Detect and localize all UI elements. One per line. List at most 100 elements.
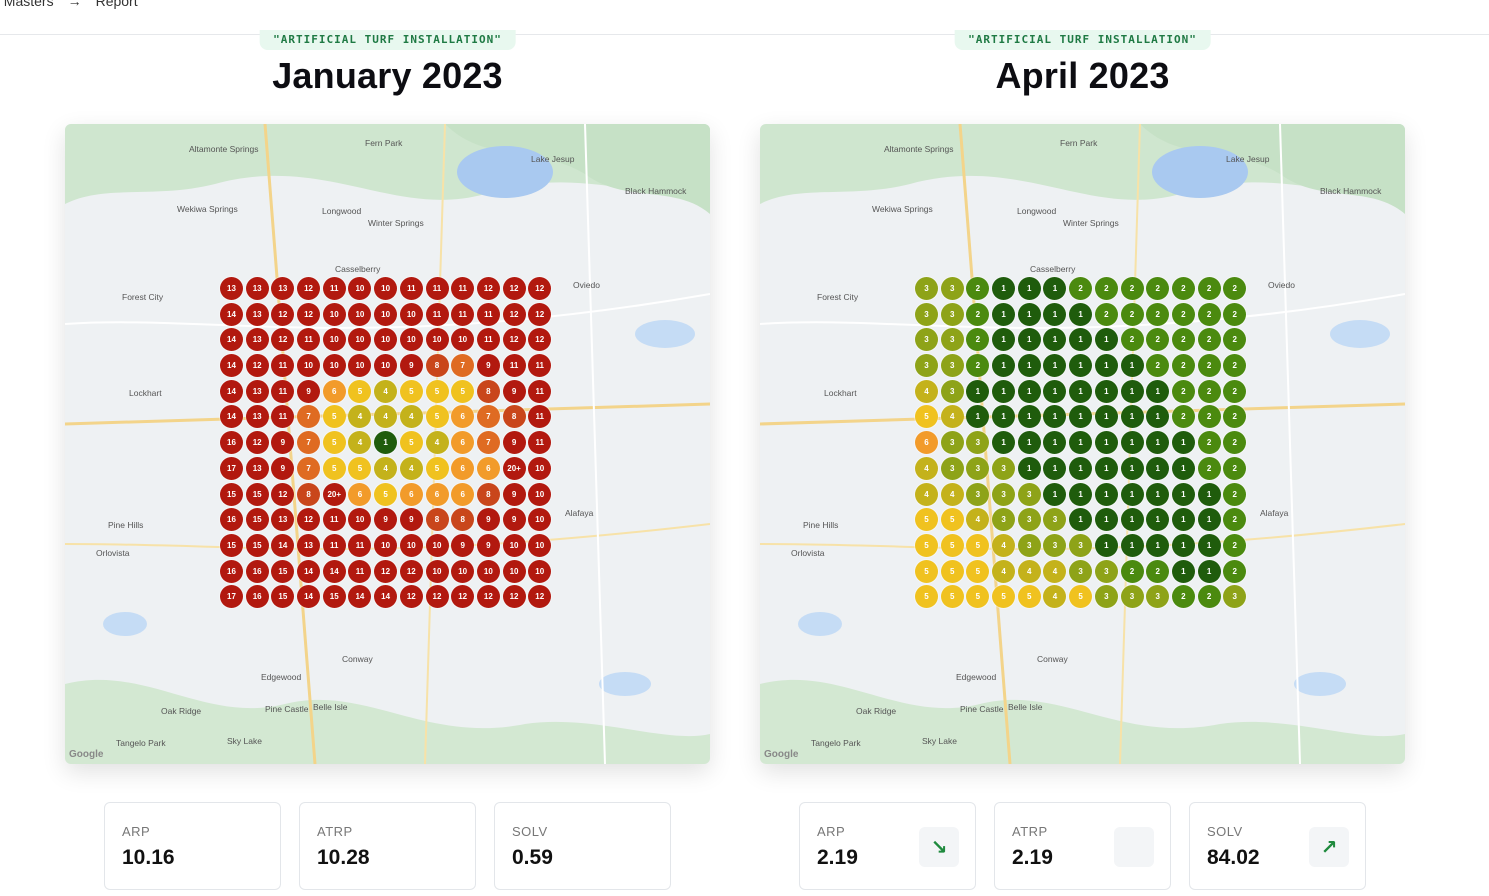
rank-dot[interactable]: 11 [322,277,346,300]
rank-dot[interactable]: 3 [1017,508,1041,532]
rank-dot[interactable]: 9 [271,456,295,480]
rank-dot[interactable]: 2 [1094,302,1118,326]
rank-dot[interactable]: 9 [476,354,500,378]
rank-dot[interactable]: 1 [1120,354,1144,378]
rank-dot[interactable]: 2 [1171,302,1195,326]
rank-dot[interactable]: 12 [399,585,423,609]
rank-dot[interactable]: 3 [966,456,990,480]
rank-dot[interactable]: 1 [1146,405,1170,429]
rank-dot[interactable]: 6 [451,456,475,480]
rank-dot[interactable]: 1 [1197,533,1221,557]
rank-dot[interactable]: 1 [1069,379,1093,403]
rank-dot[interactable]: 6 [451,482,475,506]
rank-dot[interactable]: 3 [1120,585,1144,609]
rank-dot[interactable]: 10 [374,533,398,557]
rank-dot[interactable]: 5 [915,559,938,583]
rank-dot[interactable]: 1 [992,302,1016,326]
rank-dot[interactable]: 1 [1120,456,1144,480]
rank-dot[interactable]: 5 [915,533,938,557]
rank-dot[interactable]: 3 [915,328,938,352]
rank-dot[interactable]: 7 [297,405,321,429]
rank-dot[interactable]: 1 [992,379,1016,403]
rank-dot[interactable]: 5 [348,456,372,480]
rank-dot[interactable]: 10 [297,354,321,378]
rank-dot[interactable]: 2 [1120,302,1144,326]
rank-dot[interactable]: 1 [1094,328,1118,352]
rank-dot[interactable]: 10 [528,456,552,480]
rank-dot[interactable]: 12 [374,559,398,583]
rank-dot[interactable]: 12 [528,302,552,326]
rank-dot[interactable]: 2 [1146,277,1170,300]
rank-dot[interactable]: 11 [271,379,295,403]
rank-dot[interactable]: 1 [1120,533,1144,557]
rank-dot[interactable]: 11 [322,508,346,532]
rank-dot[interactable]: 1 [1146,482,1170,506]
rank-dot[interactable]: 10 [374,302,398,326]
rank-dot[interactable]: 11 [425,302,449,326]
rank-dot[interactable]: 5 [915,508,938,532]
rank-dot[interactable]: 1 [1069,456,1093,480]
rank-dot[interactable]: 9 [374,508,398,532]
rank-dot[interactable]: 1 [992,328,1016,352]
rank-dot[interactable]: 5 [1017,585,1041,609]
rank-dot[interactable]: 2 [1069,277,1093,300]
rank-dot[interactable]: 5 [374,482,398,506]
rank-dot[interactable]: 1 [966,379,990,403]
rank-dot[interactable]: 11 [451,277,475,300]
rank-dot[interactable]: 14 [374,585,398,609]
rank-dot[interactable]: 9 [451,533,475,557]
rank-dot[interactable]: 2 [1223,559,1247,583]
rank-dot[interactable]: 1 [1146,431,1170,455]
rank-dot[interactable]: 12 [528,328,552,352]
rank-dot[interactable]: 14 [322,559,346,583]
rank-dot[interactable]: 10 [451,559,475,583]
rank-dot[interactable]: 12 [476,585,500,609]
rank-dot[interactable]: 10 [322,328,346,352]
rank-dot[interactable]: 2 [1120,277,1144,300]
rank-dot[interactable]: 10 [528,482,552,506]
rank-dot[interactable]: 3 [1146,585,1170,609]
rank-dot[interactable]: 4 [1043,585,1067,609]
rank-dot[interactable]: 16 [220,431,243,455]
rank-dot[interactable]: 10 [348,508,372,532]
rank-dot[interactable]: 2 [1223,482,1247,506]
rank-dot[interactable]: 12 [425,585,449,609]
rank-dot[interactable]: 11 [502,354,526,378]
rank-dot[interactable]: 1 [992,277,1016,300]
rank-dot[interactable]: 2 [1223,508,1247,532]
rank-dot[interactable]: 2 [1223,302,1247,326]
rank-dot[interactable]: 5 [966,533,990,557]
rank-dot[interactable]: 12 [528,277,552,300]
rank-dot[interactable]: 3 [915,354,938,378]
rank-dot[interactable]: 1 [1043,405,1067,429]
rank-dot[interactable]: 14 [271,533,295,557]
rank-dot[interactable]: 4 [425,431,449,455]
rank-dot[interactable]: 3 [1043,508,1067,532]
rank-dot[interactable]: 4 [374,379,398,403]
rank-dot[interactable]: 3 [915,302,938,326]
rank-dot[interactable]: 14 [297,559,321,583]
rank-dot[interactable]: 4 [940,405,964,429]
rank-dot[interactable]: 7 [297,456,321,480]
rank-dot[interactable]: 3 [1043,533,1067,557]
rank-dot[interactable]: 13 [245,302,269,326]
rank-dot[interactable]: 10 [399,533,423,557]
rank-dot[interactable]: 11 [528,431,552,455]
rank-dot[interactable]: 4 [374,456,398,480]
rank-dot[interactable]: 1 [1017,405,1041,429]
rank-dot[interactable]: 8 [502,405,526,429]
rank-dot[interactable]: 1 [1043,302,1067,326]
rank-dot[interactable]: 2 [1197,328,1221,352]
rank-dot[interactable]: 12 [451,585,475,609]
rank-dot[interactable]: 4 [992,559,1016,583]
rank-dot[interactable]: 1 [1017,328,1041,352]
rank-dot[interactable]: 12 [476,277,500,300]
rank-dot[interactable]: 11 [476,302,500,326]
rank-dot[interactable]: 7 [297,431,321,455]
rank-dot[interactable]: 5 [399,431,423,455]
rank-dot[interactable]: 12 [528,585,552,609]
rank-dot[interactable]: 3 [966,431,990,455]
rank-dot[interactable]: 14 [297,585,321,609]
rank-dot[interactable]: 1 [1197,508,1221,532]
rank-dot[interactable]: 15 [220,482,243,506]
